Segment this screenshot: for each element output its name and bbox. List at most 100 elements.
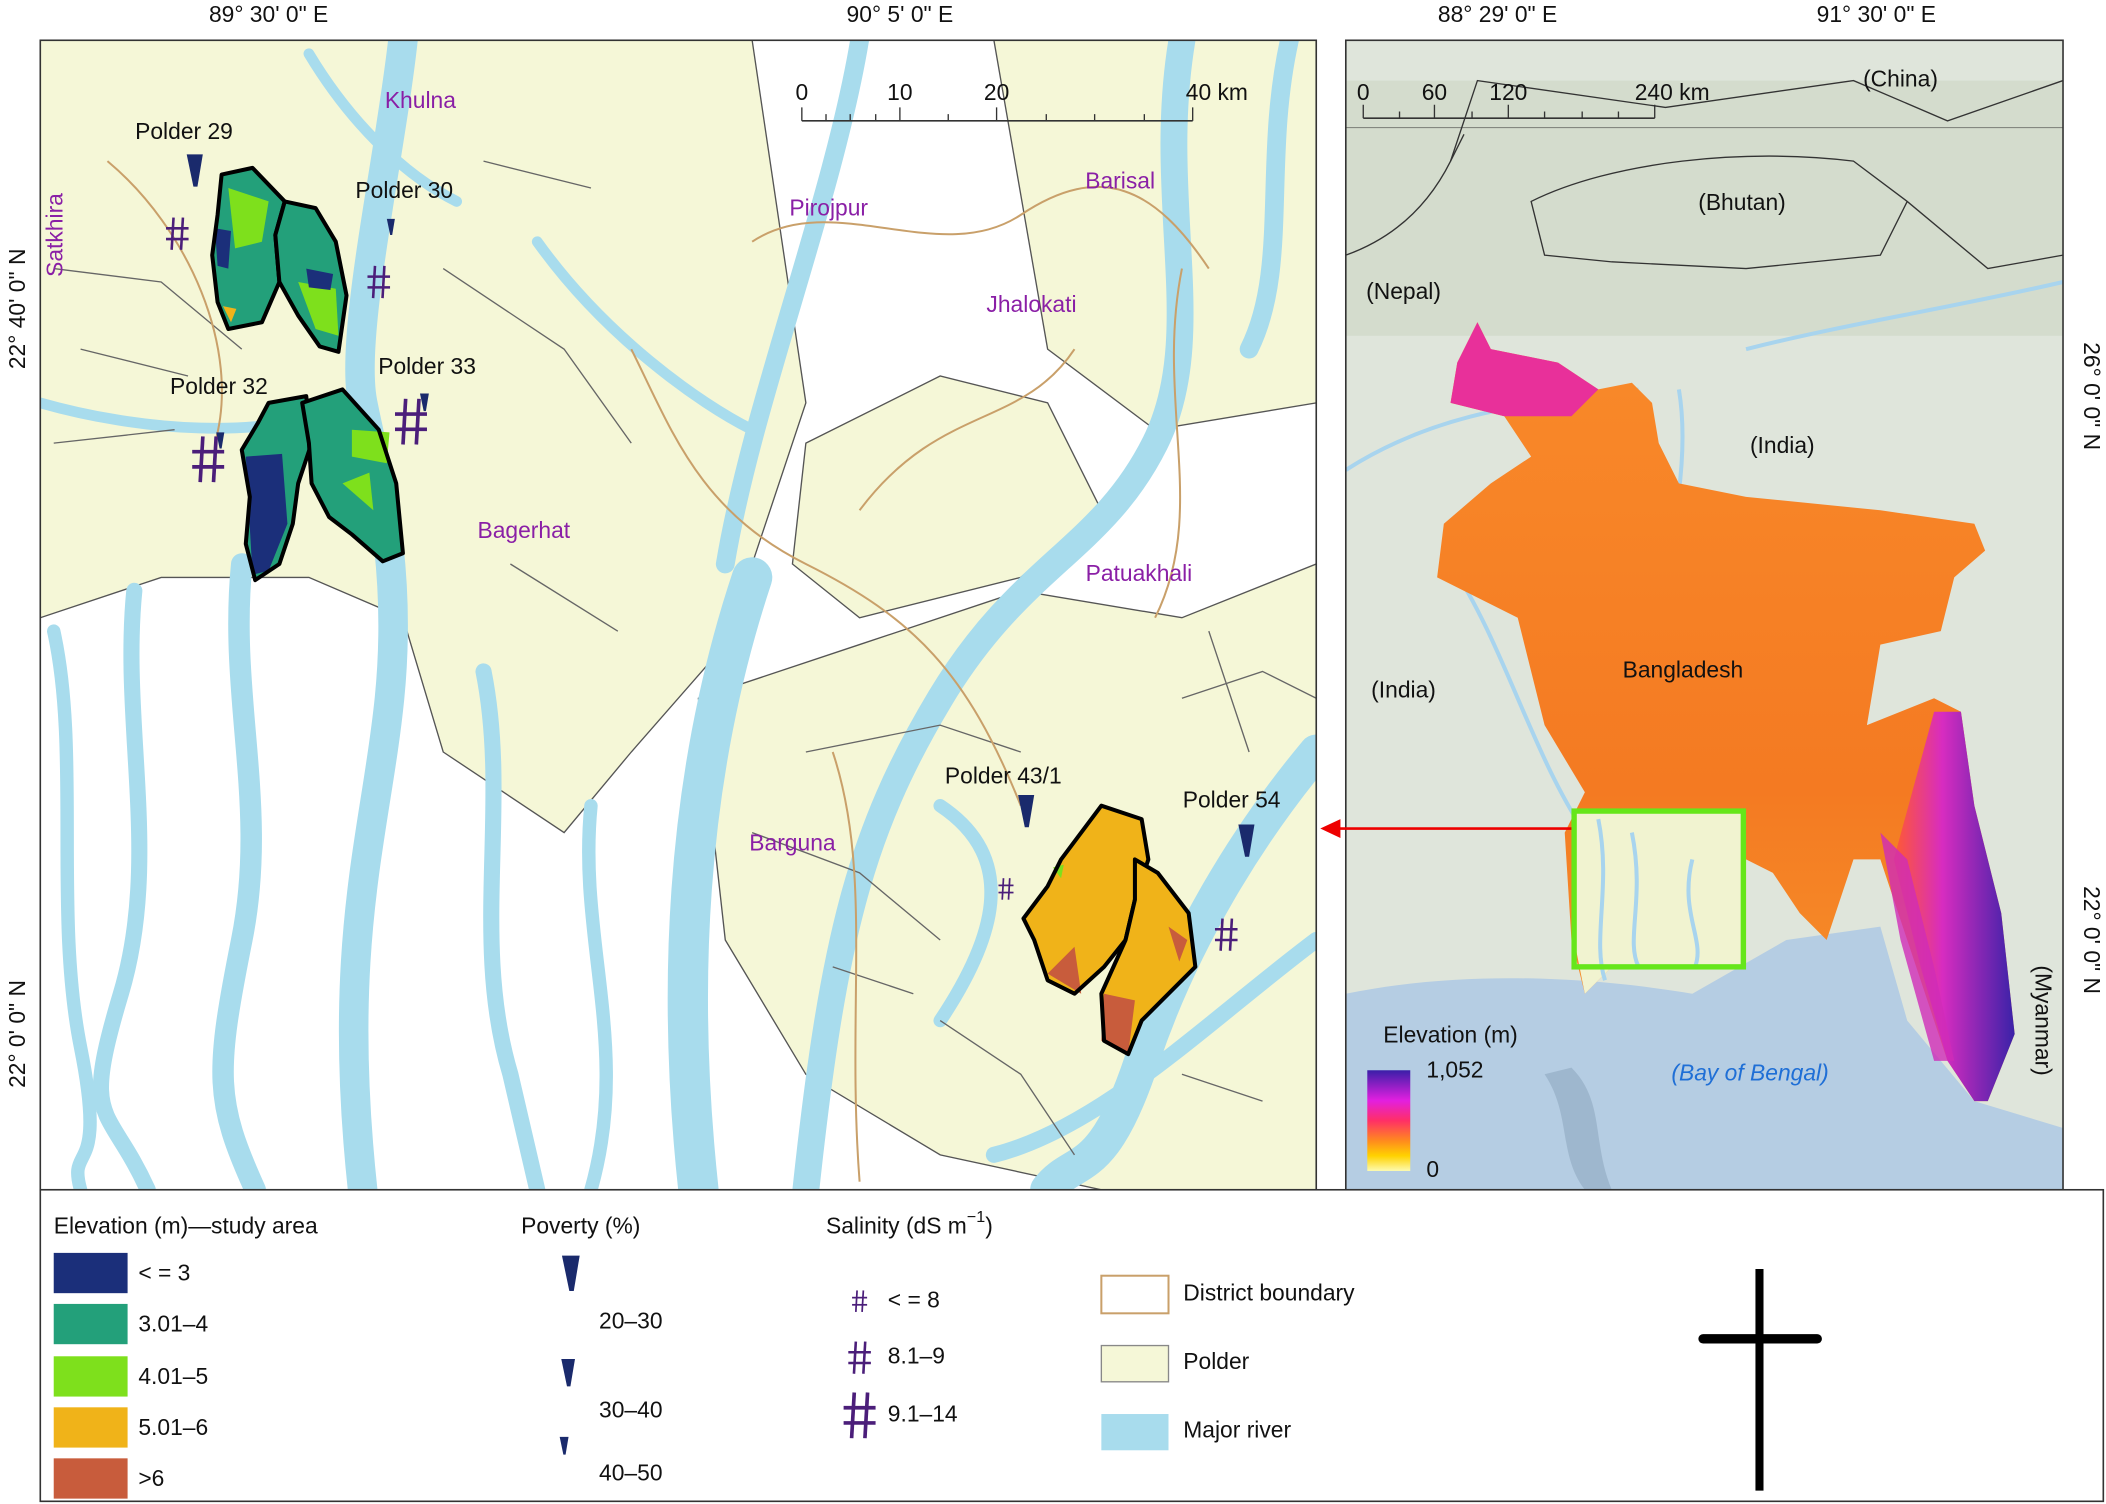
salinity-stroke (1007, 878, 1011, 900)
legend-label: Major river (1183, 1417, 1291, 1443)
legend-label: >6 (138, 1465, 164, 1491)
elevation-patch (1101, 993, 1135, 1055)
river (212, 553, 266, 1190)
elevation-patch (222, 306, 237, 323)
salinity-symbol (1214, 918, 1238, 951)
place-name: (Bhutan) (1698, 189, 1786, 215)
polder-boundary (1181, 1073, 1263, 1102)
scale-label: 0 (1357, 79, 1370, 105)
study-polder-outline (300, 387, 405, 564)
salinity-stroke (854, 1290, 858, 1313)
study-polder-outline (1099, 857, 1198, 1057)
salinity-stroke (1228, 918, 1234, 951)
polder-boundary (751, 831, 941, 941)
legend-title-text: Salinity (dS m (826, 1212, 967, 1238)
place-name: Bangladesh (1623, 656, 1744, 682)
polder-boundary (442, 268, 632, 444)
legend-label: 8.1–9 (888, 1343, 945, 1369)
river (475, 663, 546, 1190)
legend-swatch (53, 1356, 128, 1397)
polder-boundary (510, 563, 619, 632)
country-border (1449, 79, 2064, 162)
elevation-patch (342, 472, 374, 511)
poverty-symbol (419, 393, 429, 412)
legend-label: 5.01–6 (138, 1414, 208, 1440)
polder-label: Polder 30 (355, 177, 453, 203)
latitude-label: 22° 0' 0" N (2079, 886, 2105, 994)
place-name: (China) (1863, 66, 1938, 92)
river (1745, 280, 2064, 352)
elevation-legend-min: 0 (1426, 1156, 1439, 1182)
poverty-symbol (1238, 824, 1255, 857)
place-name: (India) (1371, 677, 1436, 703)
scale-label: 120 (1489, 79, 1527, 105)
polder-boundary (53, 429, 175, 444)
scale-label: 40 km (1186, 79, 1248, 105)
river (582, 798, 613, 1190)
study-area-box (1571, 808, 1747, 970)
elevation-hills (1880, 832, 1955, 1061)
salinity-stroke (862, 1341, 867, 1374)
sea-name: (Bay of Bengal) (1671, 1059, 1828, 1085)
legend-label: 30–40 (599, 1396, 662, 1422)
river (1030, 734, 1317, 1190)
district-name: Barguna (749, 830, 836, 856)
district-name: Khulna (385, 87, 456, 113)
district-name: Patuakhali (1086, 560, 1193, 586)
salinity-stroke (1219, 918, 1224, 951)
scale-label: 0 (795, 79, 808, 105)
salinity-stroke (852, 1341, 858, 1374)
legend-label: 4.01–5 (138, 1363, 208, 1389)
elevation-patch (1047, 946, 1082, 994)
elevation-patch (306, 268, 334, 291)
overview-map-labels: 88° 29' 0" E 91° 30' 0" E 26° 0' 0" N 22… (1357, 1, 2105, 1182)
legend-label: District boundary (1183, 1280, 1355, 1306)
country-border (1530, 155, 1909, 270)
river (1629, 832, 1641, 968)
study-polder-outline (1021, 803, 1151, 996)
longitude-label: 90° 5' 0" E (847, 1, 954, 27)
river (47, 624, 97, 1190)
polder-area (993, 40, 1317, 431)
legend-title: Poverty (%) (521, 1212, 640, 1238)
polder-boundary (483, 160, 592, 189)
polder-boundary (80, 348, 189, 377)
river (92, 582, 156, 1190)
salinity-symbol (852, 1290, 868, 1313)
place-name: (Nepal) (1366, 278, 1441, 304)
legend-title: Elevation (m)—study area (54, 1212, 318, 1238)
salinity-symbol (367, 265, 391, 299)
salinity-stroke (381, 265, 386, 299)
legend-label: < = 8 (888, 1286, 940, 1312)
pointer-arrowhead (1320, 819, 1341, 838)
district-boundary (858, 348, 1076, 511)
study-polder-outline (273, 199, 349, 354)
elevation-ramp (1367, 1070, 1411, 1171)
polder-boundary (1208, 630, 1250, 753)
scale-label: 10 (887, 79, 912, 105)
legend-labels: Elevation (m)—study area < = 3 3.01–4 4.… (54, 1208, 1355, 1491)
scale-label: 20 (984, 79, 1009, 105)
poverty-symbol (216, 432, 225, 449)
salinity-symbol (166, 217, 189, 250)
legend-label: 9.1–14 (888, 1400, 958, 1426)
country-border (1906, 200, 2064, 270)
elevation-patch (214, 228, 232, 269)
district-boundary (1154, 268, 1183, 619)
district-boundary (751, 185, 1210, 270)
river (1239, 40, 1299, 359)
legend-swatch (1101, 1414, 1169, 1451)
polder-label: Polder 32 (170, 373, 268, 399)
elevation-north (1450, 322, 1599, 417)
river (667, 557, 773, 1190)
legend-label: 40–50 (599, 1459, 662, 1485)
overview-map (1345, 40, 2064, 1190)
poverty-symbol (559, 1436, 569, 1455)
poverty-symbol (386, 218, 395, 235)
salinity-stroke (863, 1392, 870, 1439)
scale-label: 240 km (1635, 79, 1710, 105)
river (303, 48, 463, 207)
legend-label: < = 3 (138, 1259, 190, 1285)
salinity-stroke (1001, 878, 1005, 900)
